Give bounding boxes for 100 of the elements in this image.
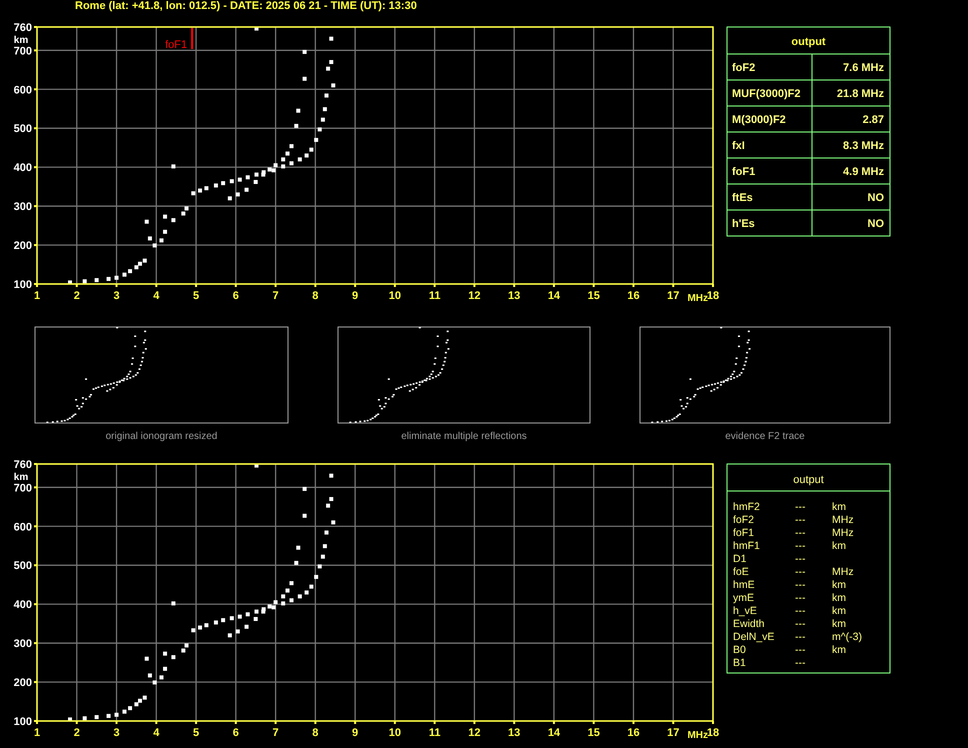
category-label: km (832, 605, 846, 617)
point (274, 163, 278, 168)
category-label: km (832, 540, 846, 552)
point (294, 124, 298, 128)
text: 8.3 MHz (843, 140, 884, 152)
category-label: m^(-3) (832, 631, 862, 643)
point (148, 673, 152, 678)
point (302, 76, 307, 81)
category-label: ymE (733, 592, 754, 604)
x-tick-label: 10 (388, 290, 402, 302)
text: 7.6 MHz (843, 62, 884, 74)
text: --- (795, 553, 806, 565)
y-tick-label: 100 (14, 279, 32, 291)
y-tick-label: 600 (14, 521, 32, 534)
point (214, 183, 218, 188)
category-label: B0 (733, 644, 746, 656)
point (228, 196, 232, 200)
point (238, 178, 242, 182)
x-tick-label: 8 (312, 727, 318, 739)
point (198, 188, 202, 193)
text: original ionogram resized (106, 431, 218, 442)
text: output (791, 36, 826, 48)
y-tick-label: 700 (14, 482, 32, 494)
point (281, 601, 286, 606)
text: --- (795, 657, 806, 669)
x-tick-label: 8 (312, 290, 318, 302)
x-tick-label: 4 (153, 290, 160, 302)
point (324, 94, 328, 98)
point (286, 152, 290, 156)
point (221, 181, 226, 186)
x-tick-label: 9 (352, 290, 358, 302)
category-label: MUF(3000)F2 (732, 88, 800, 100)
x-tick-label: 7 (272, 727, 279, 739)
category-label: DelN_vE (733, 631, 774, 643)
point (236, 192, 240, 196)
point (204, 186, 208, 190)
x-axis-title: MHz (687, 730, 708, 741)
x-tick-label: 14 (548, 290, 561, 302)
x-tick-label: 1 (34, 290, 40, 302)
y-tick-label: 200 (14, 677, 32, 690)
point (298, 157, 302, 162)
x-tick-label: 17 (667, 727, 680, 739)
point (184, 206, 189, 210)
y-tick-label: 600 (14, 84, 32, 96)
point (314, 574, 318, 579)
point (329, 36, 334, 41)
category-label: hmF2 (733, 501, 760, 513)
point (94, 278, 99, 282)
category-label: M(3000)F2 (732, 114, 786, 126)
category-label: MHz (832, 566, 854, 578)
point (191, 191, 196, 196)
text: --- (795, 566, 806, 578)
x-tick-label: 11 (428, 727, 440, 739)
point (296, 546, 300, 550)
text: --- (795, 605, 806, 617)
y-tick-label: 760 (14, 22, 32, 34)
y-tick-label: 400 (14, 162, 32, 174)
x-tick-label: 13 (508, 290, 520, 302)
point (322, 544, 327, 548)
x-tick-label: 7 (272, 290, 279, 302)
point (246, 612, 250, 616)
point (302, 514, 307, 518)
ref-line-label: foF1 (165, 39, 188, 51)
point (289, 598, 294, 602)
x-tick-label: 14 (548, 727, 561, 739)
x-tick-label: 5 (192, 290, 200, 302)
x-tick-label: 15 (588, 290, 600, 302)
point (184, 643, 189, 648)
category-label: km (832, 644, 846, 656)
y-axis-title: km (14, 472, 28, 483)
point (159, 238, 164, 242)
point (289, 161, 294, 166)
point (324, 530, 328, 535)
x-tick-label: 3 (113, 727, 120, 739)
text: --- (795, 527, 806, 539)
point (144, 656, 149, 661)
point (106, 276, 111, 281)
point (163, 214, 168, 219)
text: --- (795, 540, 806, 552)
point (128, 706, 132, 710)
point (191, 628, 196, 632)
point (214, 620, 218, 624)
point (261, 610, 266, 614)
point (322, 107, 327, 112)
point (142, 696, 147, 700)
point (254, 172, 258, 177)
point (138, 698, 142, 703)
y-axis-title: km (14, 35, 28, 46)
point (254, 180, 258, 184)
point (331, 520, 336, 524)
point (230, 616, 234, 620)
point (142, 258, 147, 263)
x-axis-title: MHz (687, 293, 708, 304)
point (289, 144, 294, 148)
point (302, 50, 307, 54)
category-label: km (832, 618, 846, 630)
point (254, 616, 258, 621)
point (326, 504, 330, 508)
point (304, 590, 309, 594)
x-tick-label: 6 (232, 727, 239, 739)
